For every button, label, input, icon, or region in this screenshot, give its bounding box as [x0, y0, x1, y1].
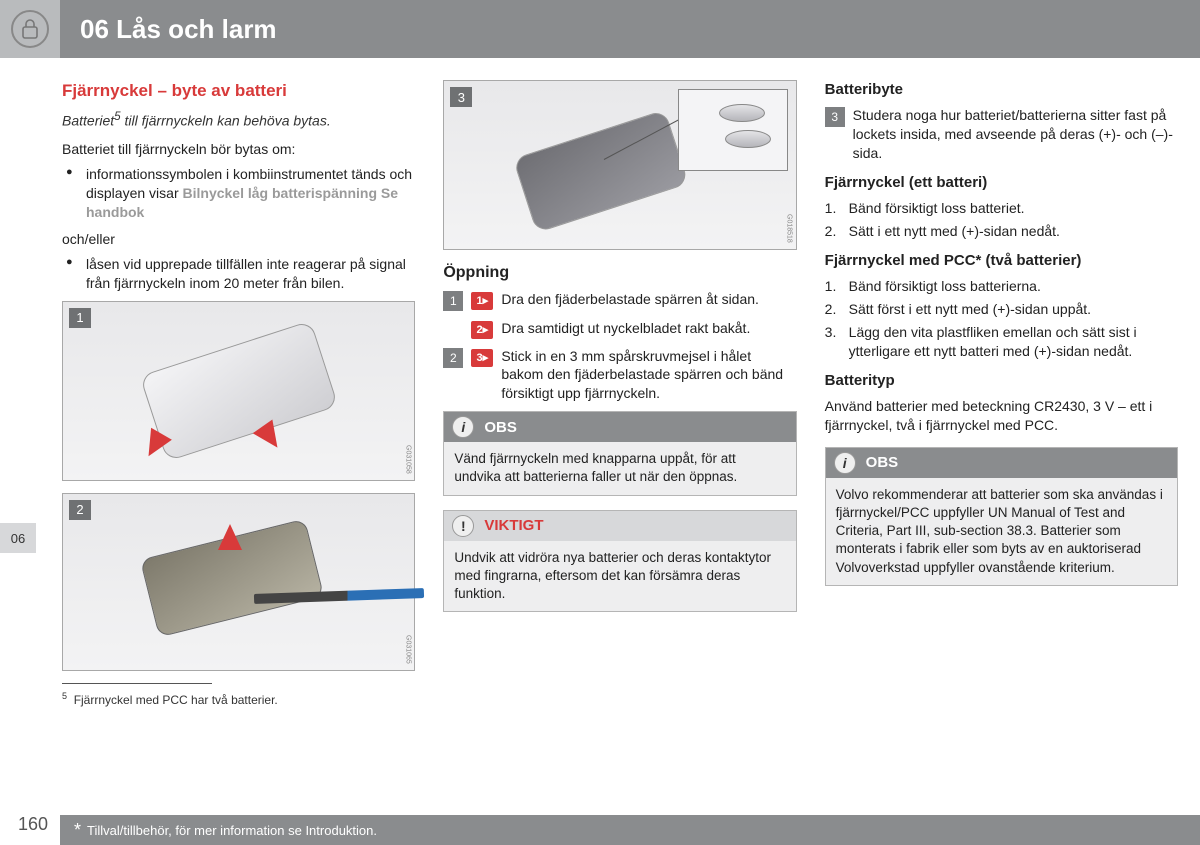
step-text: Studera noga hur batteriet/batterierna s…	[853, 106, 1178, 163]
numbered-list: Bänd försiktigt loss batterierna. Sätt f…	[825, 277, 1178, 361]
footnote-star-icon: *	[74, 820, 81, 841]
list-item: Bänd försiktigt loss batterierna.	[825, 277, 1178, 296]
bullet-item: informationssymbolen i kombiinstrumentet…	[62, 165, 415, 222]
red-callout-badge: 2▸	[471, 321, 493, 339]
footer-banner: * Tillval/tillbehör, för mer information…	[60, 815, 1200, 845]
footnote-rule	[62, 683, 212, 684]
bullet-list: låsen vid upprepade tillfällen inte reag…	[62, 255, 415, 293]
info-icon: i	[452, 416, 474, 438]
step-text: Stick in en 3 mm spårskruvmejsel i hålet…	[501, 347, 796, 404]
note-title: VIKTIGT	[484, 517, 543, 534]
column-right: Batteribyte 3 Studera noga hur batteriet…	[825, 80, 1178, 805]
note-heading: ! VIKTIGT	[444, 511, 795, 541]
list-item: Bänd försiktigt loss batteriet.	[825, 199, 1178, 218]
figure-inset	[678, 89, 788, 171]
column-middle: 3 G018518 Öppning 1 1▸ Dra den fjäderbel…	[443, 80, 796, 805]
subheading-one-battery: Fjärrnyckel (ett batteri)	[825, 173, 1178, 193]
step-text: Dra samtidigt ut nyckelbladet rakt bakåt…	[501, 319, 796, 338]
step-row: 1 1▸ Dra den fjäderbelastade spärren åt …	[443, 290, 796, 311]
obs-note-box: i OBS Volvo rekommenderar att batterier …	[825, 447, 1178, 586]
header-title: 06 Lås och larm	[80, 14, 277, 45]
subheading-opening: Öppning	[443, 262, 796, 284]
figure-2: 2 G031065	[62, 493, 415, 671]
footer-text: Tillval/tillbehör, för mer information s…	[87, 823, 377, 838]
important-note-box: ! VIKTIGT Undvik att vidröra nya batteri…	[443, 510, 796, 613]
figure-number-badge: 3	[450, 87, 472, 107]
figure-code: G031058	[404, 445, 411, 474]
header-banner: 06 Lås och larm	[60, 0, 1200, 58]
step-number-badge: 2	[443, 348, 463, 368]
page-content: Fjärrnyckel – byte av batteri Batteriet5…	[62, 80, 1178, 805]
step-text: Dra den fjäderbelastade spärren åt sidan…	[501, 290, 796, 309]
note-body: Undvik att vidröra nya batterier och der…	[444, 541, 795, 612]
red-callout-badge: 3▸	[471, 349, 493, 367]
note-heading: i OBS	[444, 412, 795, 442]
exclamation-icon: !	[452, 515, 474, 537]
figure-number-badge: 1	[69, 308, 91, 328]
lock-icon	[11, 10, 49, 48]
battery-illustration	[725, 130, 771, 148]
step-row: 2 3▸ Stick in en 3 mm spårskruvmejsel i …	[443, 347, 796, 404]
list-item: Lägg den vita plastfliken emellan och sä…	[825, 323, 1178, 361]
red-arrow-icon	[218, 524, 242, 550]
note-body: Volvo rekommenderar att batterier som sk…	[826, 478, 1177, 585]
figure-3: 3 G018518	[443, 80, 796, 250]
info-icon: i	[834, 452, 856, 474]
bullet-list: informationssymbolen i kombiinstrumentet…	[62, 165, 415, 222]
figure-code: G018518	[786, 214, 793, 243]
figure-1: 1 G031058	[62, 301, 415, 481]
figure-code: G031065	[404, 635, 411, 664]
list-item: Sätt i ett nytt med (+)-sidan nedåt.	[825, 222, 1178, 241]
step-row: 2▸ Dra samtidigt ut nyckelbladet rakt ba…	[443, 319, 796, 339]
column-left: Fjärrnyckel – byte av batteri Batteriet5…	[62, 80, 415, 805]
figure-number-badge: 2	[69, 500, 91, 520]
bullet-item: låsen vid upprepade tillfällen inte reag…	[62, 255, 415, 293]
andor-text: och/eller	[62, 230, 415, 249]
section-heading: Fjärrnyckel – byte av batteri	[62, 80, 415, 103]
lead-text: Batteriet till fjärrnyckeln bör bytas om…	[62, 140, 415, 159]
numbered-list: Bänd försiktigt loss batteriet. Sätt i e…	[825, 199, 1178, 241]
intro-line: Batteriet5 till fjärrnyckeln kan behöva …	[62, 109, 415, 131]
header-icon-box	[0, 0, 60, 58]
step-row: 3 Studera noga hur batteriet/batterierna…	[825, 106, 1178, 163]
footnote: 5 Fjärrnyckel med PCC har två batterier.	[62, 690, 415, 708]
subheading-two-batteries: Fjärrnyckel med PCC* (två batterier)	[825, 251, 1178, 271]
step-number-badge: 3	[825, 107, 845, 127]
obs-note-box: i OBS Vänd fjärrnyckeln med knapparna up…	[443, 411, 796, 495]
red-callout-badge: 1▸	[471, 292, 493, 310]
subheading-batteribyte: Batteribyte	[825, 80, 1178, 100]
note-heading: i OBS	[826, 448, 1177, 478]
step-number-badge: 1	[443, 291, 463, 311]
side-chapter-tab: 06	[0, 523, 36, 553]
note-title: OBS	[866, 454, 899, 471]
battery-illustration	[719, 104, 765, 122]
list-item: Sätt först i ett nytt med (+)-sidan uppå…	[825, 300, 1178, 319]
battery-type-text: Använd batterier med beteckning CR2430, …	[825, 397, 1178, 435]
note-body: Vänd fjärrnyckeln med knapparna uppåt, f…	[444, 442, 795, 494]
page-number: 160	[18, 814, 48, 835]
subheading-batterityp: Batterityp	[825, 371, 1178, 391]
note-title: OBS	[484, 419, 517, 436]
